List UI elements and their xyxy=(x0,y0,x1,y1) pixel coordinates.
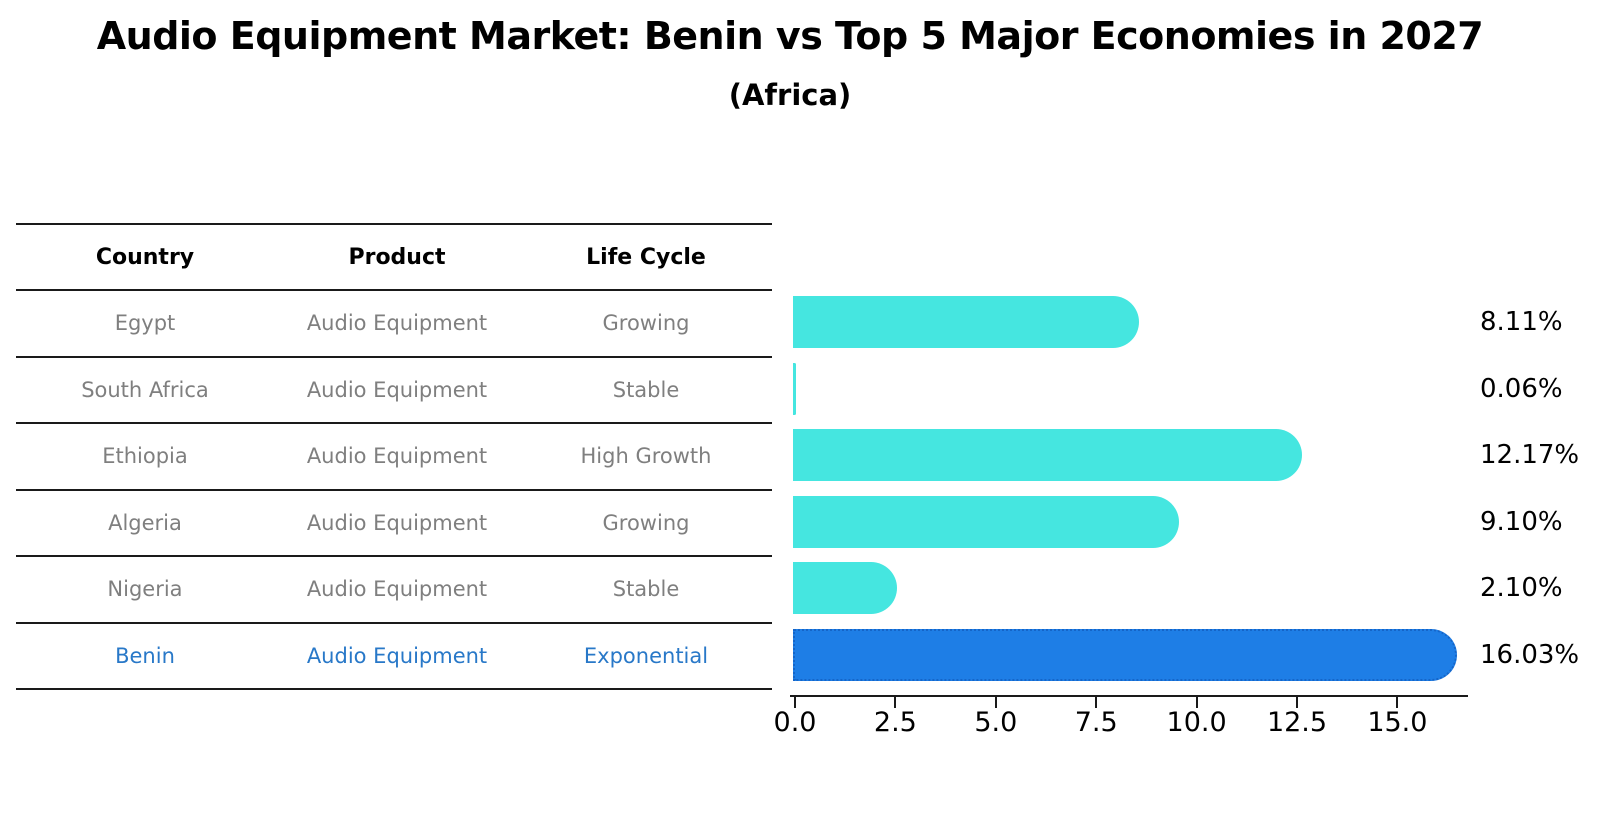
x-axis-tick-label: 10.0 xyxy=(1166,707,1227,738)
bar-value-label: 0.06% xyxy=(1480,373,1563,404)
bar-value-label: 8.11% xyxy=(1480,307,1563,338)
table-cell-product: Audio Equipment xyxy=(306,643,488,668)
column-header-lifecycle: Life Cycle xyxy=(586,244,706,270)
table-cell-product: Audio Equipment xyxy=(306,444,488,469)
x-axis-tick xyxy=(1095,697,1098,708)
x-axis-tick-label: 5.0 xyxy=(974,707,1018,738)
table-cell-product: Audio Equipment xyxy=(306,377,488,402)
bar-value-label: 16.03% xyxy=(1480,639,1580,670)
bar-ethiopia xyxy=(793,429,1303,481)
x-axis-tick xyxy=(794,697,796,708)
table-header-row: Country Product Life Cycle xyxy=(16,225,772,291)
x-axis-tick xyxy=(894,697,897,708)
x-axis-tick-label: 2.5 xyxy=(873,707,917,738)
bar-benin xyxy=(793,628,1458,681)
bar-egypt xyxy=(793,296,1140,348)
table-cell-country: Ethiopia xyxy=(102,444,188,469)
table-row: South Africa Audio Equipment Stable xyxy=(16,358,772,424)
x-axis-tick-label: 0.0 xyxy=(773,707,817,738)
x-axis-tick-label: 15.0 xyxy=(1367,707,1428,738)
table-cell-lifecycle: Growing xyxy=(602,510,690,535)
bar-nigeria xyxy=(793,562,898,614)
table-cell-product: Audio Equipment xyxy=(306,311,488,336)
x-axis-tick xyxy=(994,697,997,708)
table-row: Algeria Audio Equipment Growing xyxy=(16,491,772,557)
x-axis-tick xyxy=(1195,697,1198,708)
x-axis-tick-label: 7.5 xyxy=(1074,707,1118,738)
table-cell-country: South Africa xyxy=(81,377,209,402)
bar-value-label: 2.10% xyxy=(1480,573,1563,604)
chart-title: Audio Equipment Market: Benin vs Top 5 M… xyxy=(96,14,1484,58)
chart-subtitle: (Africa) xyxy=(728,78,852,112)
table-cell-country: Nigeria xyxy=(107,577,183,602)
table-rows: Egypt Audio Equipment Growing South Afri… xyxy=(16,291,772,690)
column-header-country: Country xyxy=(95,244,195,270)
x-axis-tick xyxy=(1396,697,1399,708)
country-table: Country Product Life Cycle Egypt Audio E… xyxy=(16,223,772,690)
table-cell-lifecycle: Exponential xyxy=(583,643,709,668)
bar-south-africa xyxy=(793,362,796,415)
table-row: Benin Audio Equipment Exponential xyxy=(16,624,772,690)
table-row: Ethiopia Audio Equipment High Growth xyxy=(16,424,772,491)
table-cell-country: Egypt xyxy=(114,311,176,336)
table-cell-product: Audio Equipment xyxy=(306,510,488,535)
table-cell-product: Audio Equipment xyxy=(306,577,488,602)
table-cell-lifecycle: High Growth xyxy=(580,444,712,469)
x-axis-tick xyxy=(1296,697,1298,708)
table-cell-lifecycle: Stable xyxy=(612,377,680,402)
table-row: Nigeria Audio Equipment Stable xyxy=(16,557,772,624)
table-row: Egypt Audio Equipment Growing xyxy=(16,291,772,358)
table-cell-lifecycle: Growing xyxy=(602,311,690,336)
table-cell-country: Benin xyxy=(115,643,175,668)
table-cell-country: Algeria xyxy=(108,510,182,535)
bar-value-label: 12.17% xyxy=(1480,440,1580,471)
x-axis-tick-label: 12.5 xyxy=(1266,707,1328,738)
bar-algeria xyxy=(793,495,1179,548)
bar-value-label: 9.10% xyxy=(1480,506,1563,537)
table-cell-lifecycle: Stable xyxy=(612,577,680,602)
x-axis-line xyxy=(790,695,1468,697)
column-header-product: Product xyxy=(348,244,446,270)
